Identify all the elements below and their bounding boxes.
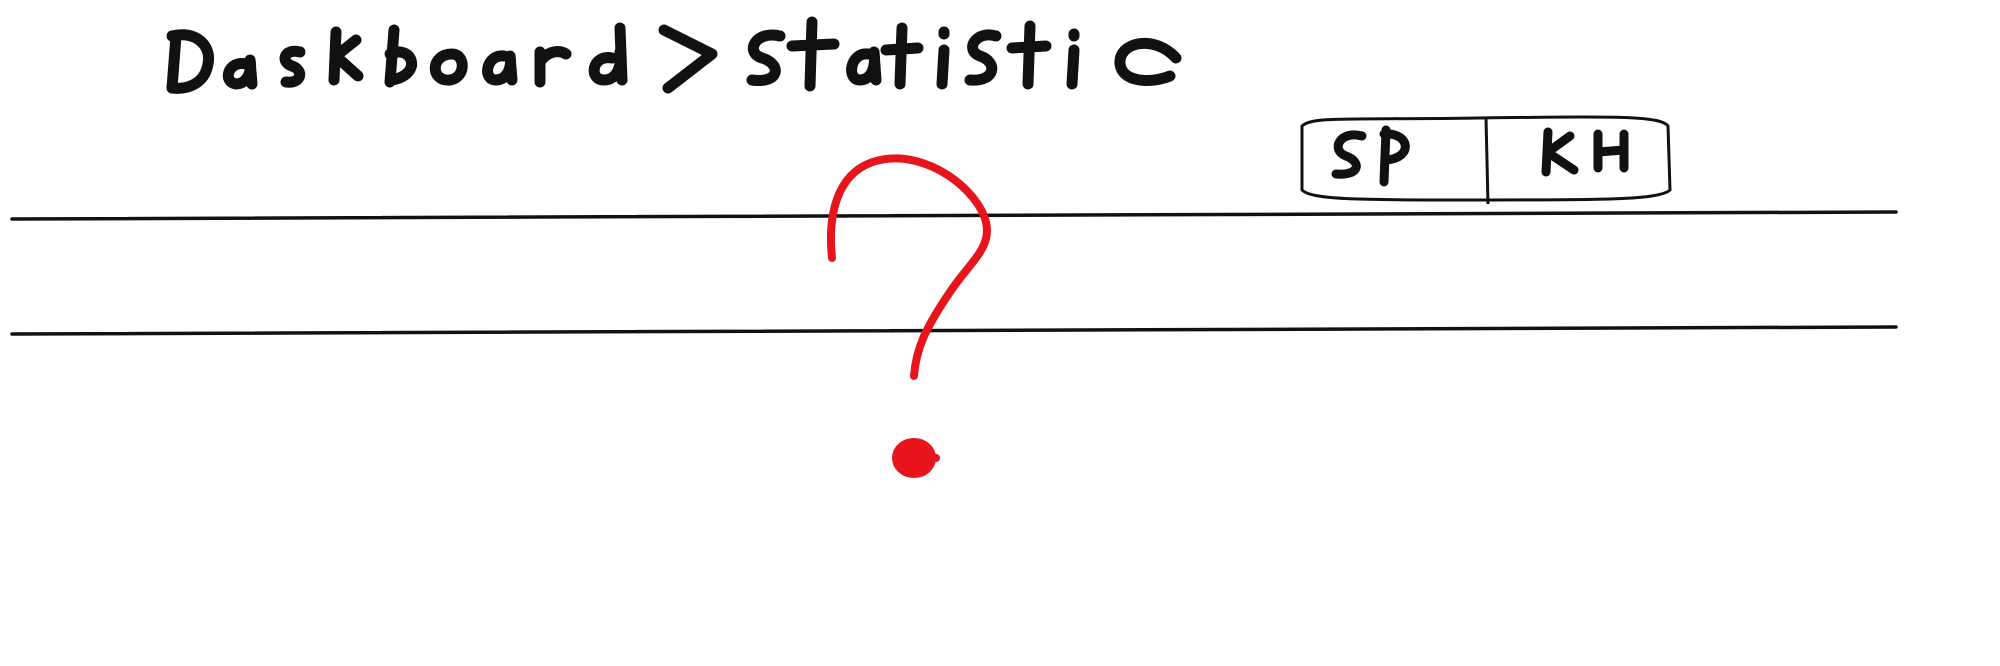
divider-top: [10, 210, 1898, 221]
divider-bottom: [10, 325, 1898, 336]
segmented-toggle[interactable]: [1300, 115, 1672, 205]
breadcrumb[interactable]: [166, 16, 1182, 94]
question-mark-icon: [826, 154, 991, 478]
toggle-option-sp[interactable]: [1331, 125, 1410, 187]
toggle-option-kh[interactable]: [1541, 127, 1629, 177]
